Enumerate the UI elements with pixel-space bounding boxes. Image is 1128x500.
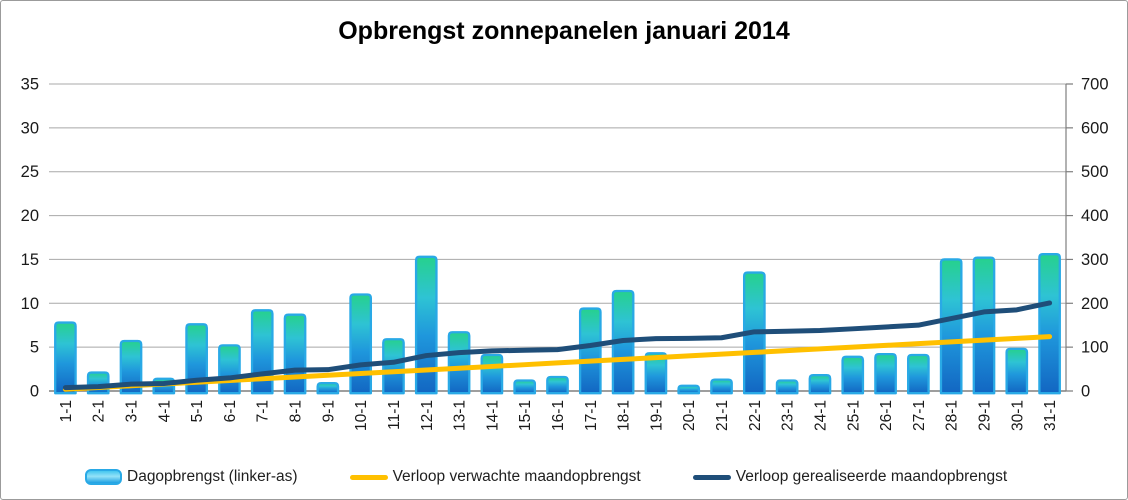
x-axis-label: 3-1 (124, 400, 141, 422)
bar-dagopbrengst (710, 378, 733, 395)
bar-dagopbrengst (382, 338, 405, 395)
x-axis-label: 23-1 (780, 400, 797, 431)
right-axis-tick-label: 700 (1081, 76, 1109, 94)
legend-item-gerealiseerde: Verloop gerealiseerde maandopbrengst (692, 468, 1008, 486)
right-axis-tick-label: 100 (1081, 339, 1109, 357)
chart-title: Opbrengst zonnepanelen januari 2014 (338, 17, 790, 45)
x-axis-label: 21-1 (714, 400, 731, 431)
x-axis-label: 15-1 (517, 400, 534, 431)
legend-label-verwachte: Verloop verwachte maandopbrengst (392, 468, 641, 485)
right-axis-tick-label: 0 (1081, 383, 1090, 401)
x-axis-label: 25-1 (845, 400, 862, 431)
x-axis-label: 12-1 (419, 400, 436, 431)
x-axis-label: 22-1 (747, 400, 764, 431)
left-axis-tick-label: 30 (21, 119, 39, 137)
bar-dagopbrengst (447, 331, 471, 395)
realized-line (62, 300, 1053, 391)
x-axis-label: 16-1 (550, 400, 567, 431)
x-axis-label: 8-1 (288, 400, 305, 422)
bar-dagopbrengst (119, 339, 143, 395)
right-axis-tick-label: 300 (1081, 251, 1109, 269)
x-axis-label: 19-1 (648, 400, 665, 431)
legend-item-verwachte: Verloop verwachte maandopbrengst (349, 468, 641, 486)
legend-item-dagopbrengst: Dagopbrengst (linker-as) (85, 468, 298, 486)
legend-label-gerealiseerde: Verloop gerealiseerde maandopbrengst (735, 468, 1008, 485)
x-axis-label: 7-1 (255, 400, 272, 422)
bar-dagopbrengst (1038, 253, 1061, 395)
bar-dagopbrengst (841, 355, 865, 395)
left-axis-tick-label: 0 (30, 383, 39, 401)
right-axis-tick-label: 600 (1081, 119, 1109, 137)
x-axis-label: 14-1 (484, 400, 501, 431)
bar-dagopbrengst (349, 293, 373, 395)
x-axis-label: 28-1 (944, 400, 961, 431)
x-axis-label: 1-1 (58, 400, 75, 422)
bar-dagopbrengst (283, 313, 307, 395)
x-axis-label: 2-1 (91, 400, 108, 422)
x-axis-label: 31-1 (1042, 400, 1059, 431)
realized-line-swatch-icon (692, 474, 731, 480)
expected-line (62, 334, 1053, 392)
x-axis-label: 18-1 (616, 400, 633, 431)
x-axis-label: 5-1 (189, 400, 206, 422)
bar-dagopbrengst (218, 344, 241, 395)
x-axis-label: 6-1 (222, 400, 239, 422)
left-axis-tick-label: 10 (21, 295, 39, 313)
bar-dagopbrengst (513, 379, 537, 395)
bar-dagopbrengst (1005, 347, 1029, 395)
bar-dagopbrengst (578, 307, 602, 395)
bar-dagopbrengst (907, 353, 930, 395)
x-axis-label: 26-1 (878, 400, 895, 431)
legend: Dagopbrengst (linker-as) Verloop verwach… (85, 468, 1007, 486)
bar-dagopbrengst (316, 381, 340, 395)
left-axis-tick-label: 5 (30, 339, 39, 357)
expected-line-swatch-icon (349, 474, 388, 480)
bar-dagopbrengst (972, 256, 996, 395)
x-axis-label: 9-1 (320, 400, 337, 422)
left-axis-tick-label: 15 (21, 251, 39, 269)
bar-dagopbrengst (808, 374, 832, 395)
x-axis-label: 20-1 (681, 400, 698, 431)
x-axis-label: 24-1 (812, 400, 829, 431)
bar-dagopbrengst (775, 379, 799, 395)
x-axis-label: 27-1 (911, 400, 928, 431)
bar-dagopbrengst (939, 258, 963, 395)
x-axis-label: 30-1 (1009, 400, 1026, 431)
x-axis-label: 29-1 (976, 400, 993, 431)
bar-dagopbrengst (874, 353, 897, 395)
bar-series-swatch-icon (85, 469, 122, 485)
bar-dagopbrengst (54, 321, 77, 395)
x-axis-label: 11-1 (386, 400, 403, 430)
left-axis-tick-label: 20 (21, 207, 39, 225)
right-axis-tick-label: 400 (1081, 207, 1109, 225)
left-axis-tick-label: 25 (21, 163, 39, 181)
x-axis-label: 13-1 (452, 400, 469, 431)
bar-dagopbrengst (480, 353, 504, 395)
bar-dagopbrengst (546, 375, 569, 395)
legend-label-dagopbrengst: Dagopbrengst (linker-as) (127, 468, 298, 485)
x-axis-label: 4-1 (156, 400, 173, 422)
right-axis-tick-label: 200 (1081, 295, 1109, 313)
bar-dagopbrengst (185, 323, 208, 395)
left-axis-tick-label: 35 (21, 76, 39, 94)
x-axis-label: 17-1 (583, 400, 600, 431)
bar-dagopbrengst (677, 384, 701, 395)
right-axis-tick-label: 500 (1081, 163, 1109, 181)
x-axis-label: 10-1 (353, 400, 370, 431)
